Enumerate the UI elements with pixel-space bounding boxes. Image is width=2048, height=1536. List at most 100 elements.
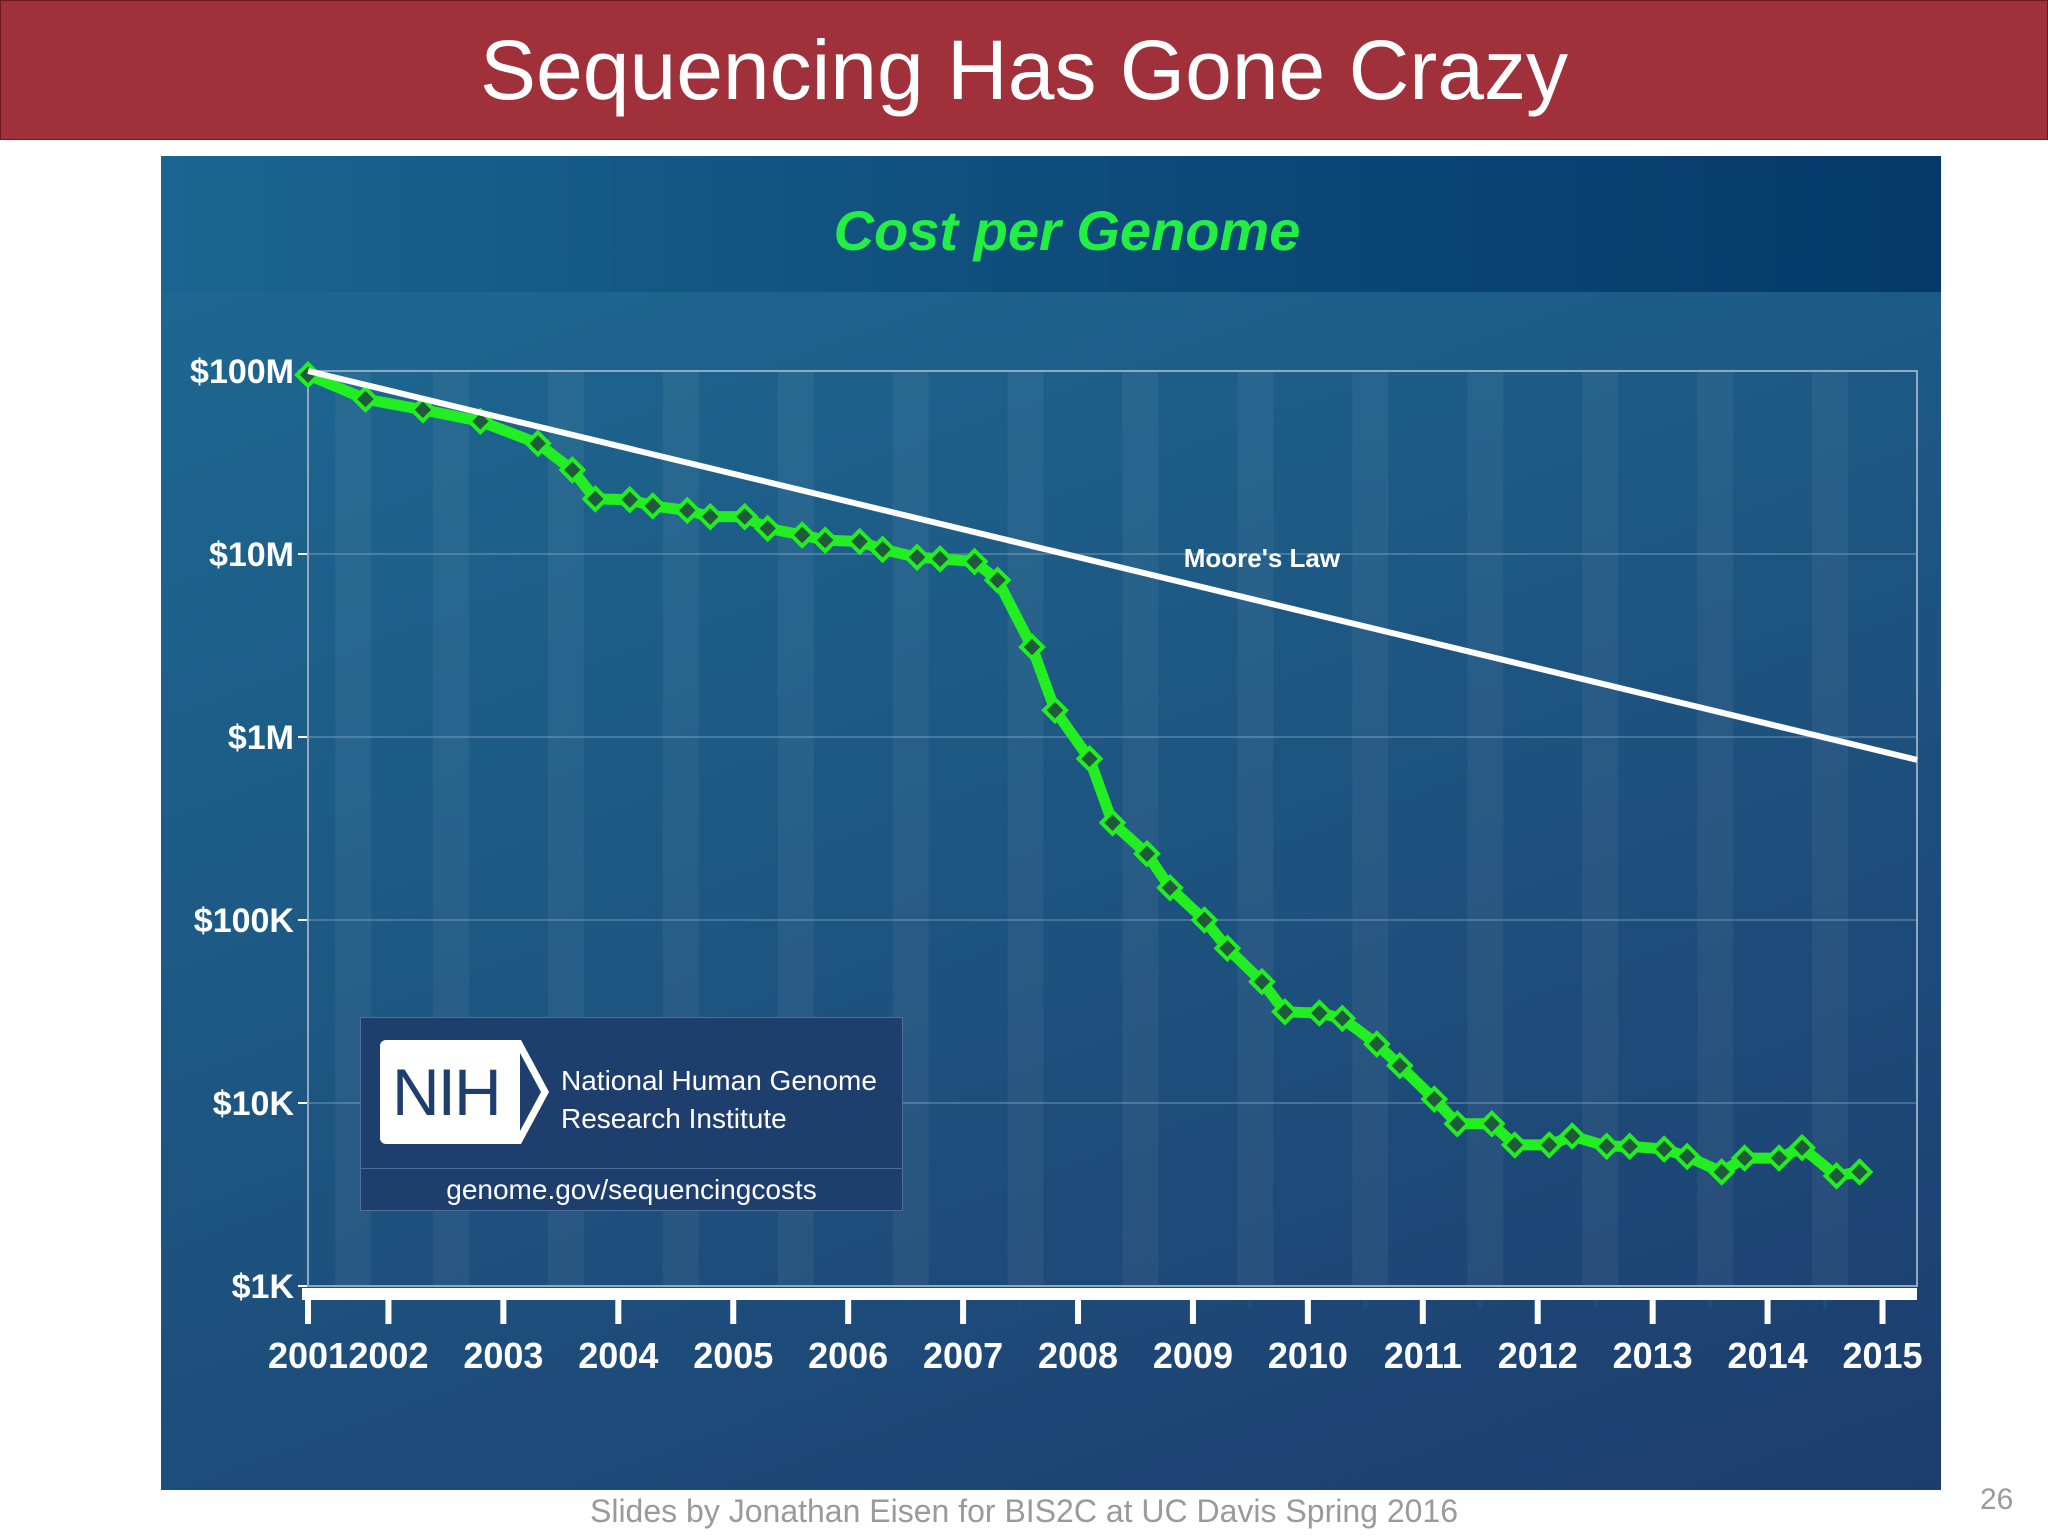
page-number: 26 bbox=[1980, 1483, 2014, 1516]
x-tick bbox=[1304, 1288, 1311, 1324]
data-point bbox=[673, 496, 702, 525]
x-minor-gap bbox=[558, 1300, 563, 1308]
data-point bbox=[1190, 906, 1219, 934]
x-minor-gap bbox=[1593, 1300, 1598, 1308]
moores-law-label: Moore's Law bbox=[1184, 543, 1341, 573]
data-point bbox=[1650, 1135, 1678, 1163]
nih-logo: NIH bbox=[380, 1040, 520, 1144]
data-point bbox=[788, 521, 817, 549]
data-point bbox=[638, 492, 667, 520]
data-point bbox=[581, 485, 610, 513]
y-tick-label: $100K bbox=[194, 902, 295, 940]
data-point bbox=[1558, 1122, 1587, 1150]
background-stripe bbox=[1007, 371, 1044, 1286]
title-bar bbox=[0, 0, 2048, 140]
background-stripe bbox=[1697, 371, 1734, 1286]
nih-institute-name: National Human Genome Research Institute bbox=[561, 1062, 901, 1138]
y-tick-label: $10M bbox=[209, 536, 294, 574]
data-point bbox=[730, 502, 759, 531]
data-point bbox=[1443, 1109, 1472, 1138]
data-point bbox=[1385, 1051, 1414, 1080]
chart-panel: $100M $10M $1M $100K $10K $1K 2001 2002 2003 2004… bbox=[161, 156, 1941, 1490]
data-point bbox=[1363, 1030, 1391, 1058]
x-minor-gap bbox=[673, 1300, 678, 1308]
nih-name-line1: National Human Genome bbox=[561, 1065, 877, 1096]
data-point bbox=[1500, 1131, 1529, 1159]
data-point bbox=[1707, 1158, 1736, 1186]
x-tick-label: 2010 bbox=[1268, 1335, 1348, 1376]
x-axis-bar bbox=[302, 1288, 1917, 1300]
x-minor-gap bbox=[443, 1300, 448, 1308]
x-tick bbox=[500, 1288, 507, 1324]
x-minor-gap bbox=[1708, 1300, 1713, 1308]
chart-title: Cost per Genome bbox=[834, 199, 1301, 262]
data-point bbox=[1213, 934, 1242, 963]
x-tick bbox=[1075, 1288, 1082, 1324]
data-point bbox=[1156, 873, 1184, 902]
data-point bbox=[1041, 696, 1069, 725]
data-point bbox=[753, 514, 782, 543]
data-point bbox=[615, 485, 644, 514]
x-minor-gap bbox=[1823, 1300, 1828, 1308]
x-tick-label: 2008 bbox=[1038, 1335, 1118, 1376]
nih-divider bbox=[361, 1168, 902, 1169]
data-point bbox=[811, 526, 840, 555]
nih-credit-box: NIH National Human Genome Research Insti… bbox=[360, 1017, 903, 1211]
x-tick bbox=[1649, 1288, 1656, 1324]
nih-url: genome.gov/sequencingcosts bbox=[446, 1174, 817, 1205]
x-tick-label: 2002 bbox=[348, 1335, 428, 1376]
data-point bbox=[1248, 967, 1276, 996]
data-point bbox=[1075, 744, 1104, 773]
data-point bbox=[1018, 633, 1046, 661]
data-point bbox=[1845, 1158, 1874, 1186]
x-minor-gap bbox=[1248, 1300, 1253, 1308]
x-tick bbox=[1419, 1288, 1426, 1324]
x-tick-label: 2006 bbox=[808, 1335, 888, 1376]
y-tick-label: $100M bbox=[190, 353, 294, 391]
slide-title: Sequencing Has Gone Crazy bbox=[480, 23, 1568, 117]
data-point bbox=[1420, 1085, 1449, 1113]
data-point bbox=[845, 527, 874, 556]
background-stripe bbox=[1237, 371, 1274, 1286]
x-tick-label: 2004 bbox=[578, 1335, 658, 1376]
y-tick-label: $1K bbox=[232, 1268, 295, 1306]
x-tick bbox=[1189, 1288, 1196, 1324]
x-tick bbox=[845, 1288, 852, 1324]
x-minor-gap bbox=[1018, 1300, 1023, 1308]
x-tick-label: 2015 bbox=[1842, 1335, 1922, 1376]
background-stripe bbox=[1352, 371, 1389, 1286]
x-minor-gap bbox=[346, 1300, 351, 1308]
data-point bbox=[1328, 1004, 1357, 1033]
data-point bbox=[960, 547, 989, 576]
data-point bbox=[409, 395, 437, 424]
plot-border bbox=[307, 370, 1918, 1287]
data-point bbox=[1271, 997, 1299, 1026]
y-tick-label: $1M bbox=[228, 719, 294, 757]
nih-chevron-icon bbox=[513, 1040, 549, 1144]
x-tick bbox=[305, 1288, 311, 1324]
x-minor-gap bbox=[1363, 1300, 1368, 1308]
x-minor-gap bbox=[1133, 1300, 1138, 1308]
x-tick-label: 2011 bbox=[1384, 1335, 1462, 1376]
background-stripe bbox=[1812, 371, 1849, 1286]
x-tick-label: 2013 bbox=[1613, 1335, 1693, 1376]
data-point bbox=[1592, 1132, 1621, 1161]
background-stripe bbox=[1582, 371, 1619, 1286]
x-tick-label: 2003 bbox=[463, 1335, 543, 1376]
data-point bbox=[1673, 1142, 1701, 1171]
moores-law-line bbox=[307, 368, 1918, 763]
data-point bbox=[903, 543, 931, 572]
x-tick-label: 2012 bbox=[1498, 1335, 1578, 1376]
data-point bbox=[1788, 1133, 1816, 1162]
x-tick-label: 2001 bbox=[268, 1335, 348, 1376]
data-point bbox=[983, 566, 1012, 594]
x-minor-gap bbox=[903, 1300, 908, 1308]
x-tick bbox=[960, 1288, 967, 1324]
x-minor-gap bbox=[1478, 1300, 1483, 1308]
data-point bbox=[1765, 1144, 1793, 1172]
data-point bbox=[868, 535, 897, 564]
background-stripe bbox=[1467, 371, 1504, 1286]
data-point bbox=[524, 429, 552, 458]
background-stripe bbox=[1122, 371, 1159, 1286]
data-point bbox=[1098, 808, 1127, 837]
